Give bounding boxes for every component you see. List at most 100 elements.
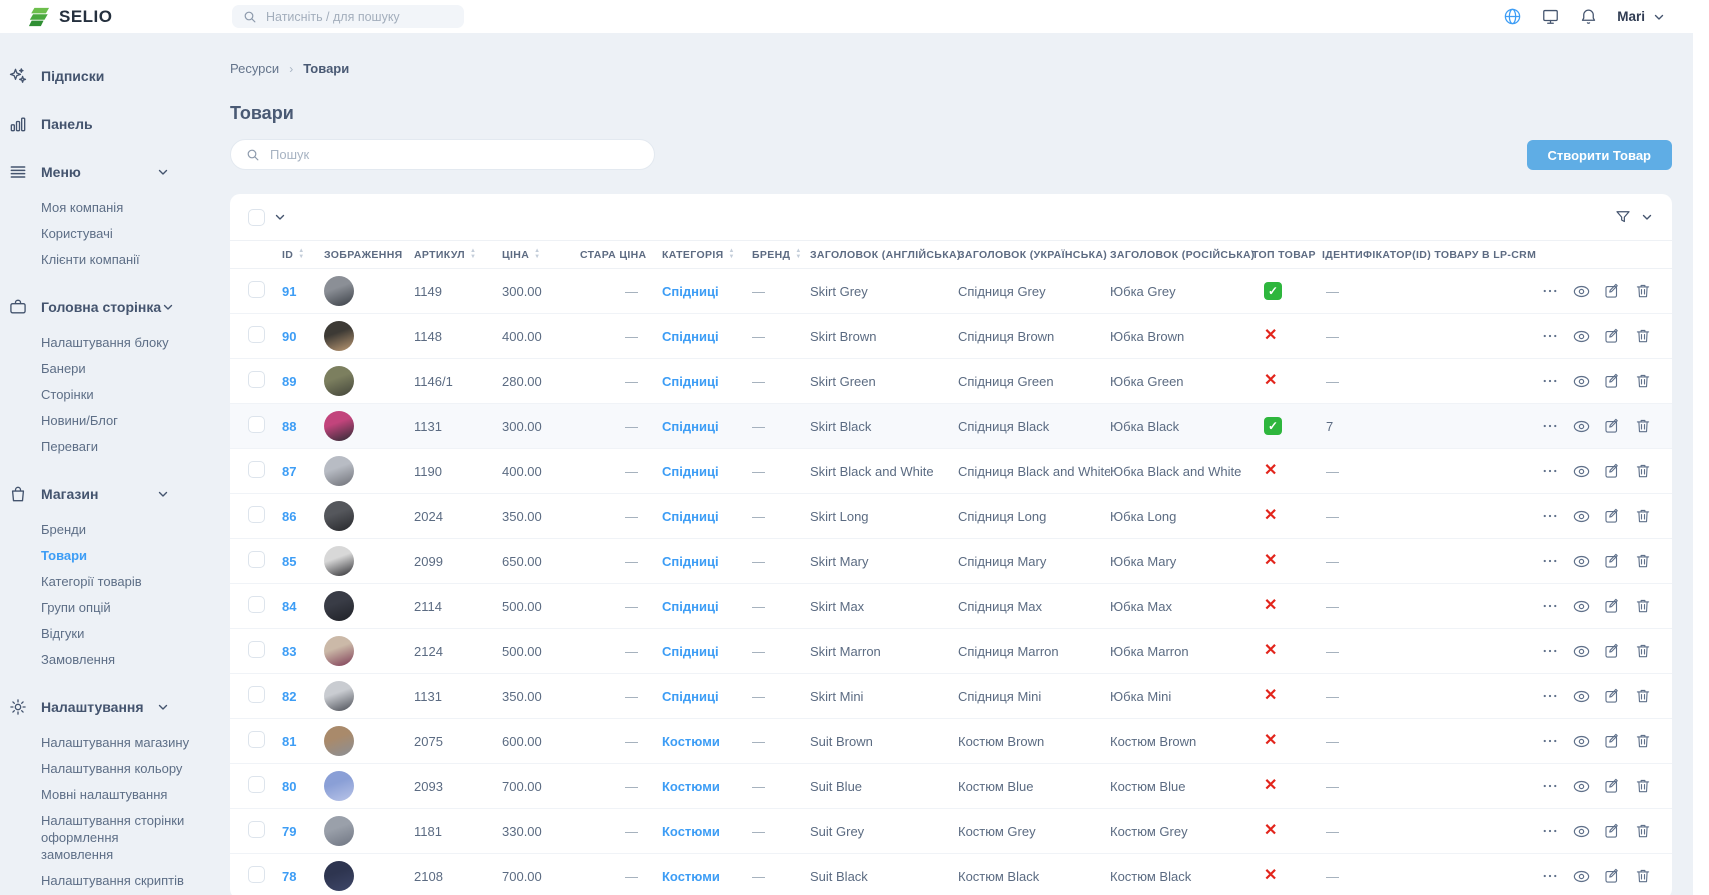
category-link[interactable]: Спідниці [662,553,719,569]
row-edit-button[interactable] [1601,684,1623,708]
row-view-button[interactable] [1570,369,1592,393]
sidebar-subitem[interactable]: Клієнти компанії [41,251,140,267]
category-link[interactable]: Костюми [662,868,720,884]
row-delete-button[interactable] [1632,774,1654,798]
product-image[interactable] [324,816,354,846]
product-id-link[interactable]: 79 [282,823,297,839]
category-link[interactable]: Спідниці [662,463,719,479]
row-view-button[interactable] [1570,639,1592,663]
sidebar-subitem[interactable]: Мовні налаштування [41,786,168,802]
category-link[interactable]: Спідниці [662,328,719,344]
row-checkbox[interactable] [248,506,265,523]
sidebar-subitem[interactable]: Відгуки [41,625,85,641]
row-view-button[interactable] [1570,324,1592,348]
row-checkbox[interactable] [248,461,265,478]
product-image[interactable] [324,456,354,486]
sidebar-subitem[interactable]: Категорії товарів [41,573,142,589]
global-search-input[interactable] [266,9,454,24]
row-view-button[interactable] [1570,414,1592,438]
category-link[interactable]: Спідниці [662,418,719,434]
select-all-checkbox[interactable] [248,208,265,226]
sidebar-subitem[interactable]: Налаштування сторінки оформлення замовле… [41,812,185,862]
row-edit-button[interactable] [1601,639,1623,663]
category-link[interactable]: Спідниці [662,643,719,659]
row-view-button[interactable] [1570,819,1592,843]
product-id-link[interactable]: 85 [282,553,297,569]
row-delete-button[interactable] [1632,639,1654,663]
category-link[interactable]: Костюми [662,778,720,794]
row-delete-button[interactable] [1632,279,1654,303]
column-header-brand[interactable]: БРЕНД ▲ ▼ [750,248,810,261]
row-delete-button[interactable] [1632,369,1654,393]
language-globe-icon[interactable] [1503,7,1522,26]
sidebar-subitem[interactable]: Налаштування блоку [41,334,169,350]
sidebar-subitem[interactable]: Налаштування скриптів [41,872,184,888]
sidebar-item[interactable]: Головна сторінка [0,294,200,320]
row-more-button[interactable] [1539,459,1561,483]
page-scrollbar[interactable] [1693,0,1709,895]
category-link[interactable]: Спідниці [662,508,719,524]
row-checkbox[interactable] [248,686,265,703]
row-delete-button[interactable] [1632,819,1654,843]
row-view-button[interactable] [1570,864,1592,888]
product-id-link[interactable]: 83 [282,643,297,659]
row-delete-button[interactable] [1632,549,1654,573]
row-delete-button[interactable] [1632,684,1654,708]
row-more-button[interactable] [1539,549,1561,573]
row-view-button[interactable] [1570,594,1592,618]
global-search[interactable] [232,5,464,28]
category-link[interactable]: Спідниці [662,373,719,389]
row-edit-button[interactable] [1601,819,1623,843]
product-id-link[interactable]: 81 [282,733,297,749]
sidebar-subitem[interactable]: Переваги [41,438,99,454]
column-header-id[interactable]: ID ▲ ▼ [282,248,324,261]
row-edit-button[interactable] [1601,459,1623,483]
sidebar-item[interactable]: Підписки [0,63,200,89]
category-link[interactable]: Спідниці [662,283,719,299]
product-image[interactable] [324,501,354,531]
row-view-button[interactable] [1570,504,1592,528]
product-image[interactable] [324,771,354,801]
row-more-button[interactable] [1539,414,1561,438]
product-image[interactable] [324,546,354,576]
row-checkbox[interactable] [248,821,265,838]
filter-chevron-icon[interactable] [1640,210,1654,224]
column-header-category[interactable]: КАТЕГОРІЯ ▲ ▼ [662,248,750,261]
product-image[interactable] [324,591,354,621]
row-more-button[interactable] [1539,729,1561,753]
filter-icon[interactable] [1614,208,1632,226]
product-image[interactable] [324,726,354,756]
breadcrumb-resources[interactable]: Ресурси [230,61,280,76]
row-delete-button[interactable] [1632,729,1654,753]
row-delete-button[interactable] [1632,459,1654,483]
row-checkbox[interactable] [248,731,265,748]
product-id-link[interactable]: 89 [282,373,297,389]
row-more-button[interactable] [1539,819,1561,843]
products-search[interactable] [230,139,655,170]
category-link[interactable]: Спідниці [662,688,719,704]
row-checkbox[interactable] [248,371,265,388]
row-edit-button[interactable] [1601,774,1623,798]
row-more-button[interactable] [1539,594,1561,618]
product-id-link[interactable]: 82 [282,688,297,704]
row-checkbox[interactable] [248,641,265,658]
product-id-link[interactable]: 88 [282,418,297,434]
row-edit-button[interactable] [1601,279,1623,303]
row-edit-button[interactable] [1601,729,1623,753]
sidebar-item[interactable]: Магазин [0,481,200,507]
row-edit-button[interactable] [1601,864,1623,888]
bulk-actions-chevron-icon[interactable] [273,210,287,224]
sidebar-item[interactable]: Налаштування [0,694,200,720]
row-edit-button[interactable] [1601,414,1623,438]
row-more-button[interactable] [1539,504,1561,528]
row-more-button[interactable] [1539,369,1561,393]
row-checkbox[interactable] [248,596,265,613]
category-link[interactable]: Спідниці [662,598,719,614]
sidebar-subitem[interactable]: Користувачі [41,225,113,241]
sidebar-subitem[interactable]: Товари [41,547,88,563]
row-delete-button[interactable] [1632,324,1654,348]
product-id-link[interactable]: 91 [282,283,297,299]
sidebar-item[interactable]: Панель [0,111,200,137]
sidebar-subitem[interactable]: Сторінки [41,386,94,402]
row-edit-button[interactable] [1601,369,1623,393]
